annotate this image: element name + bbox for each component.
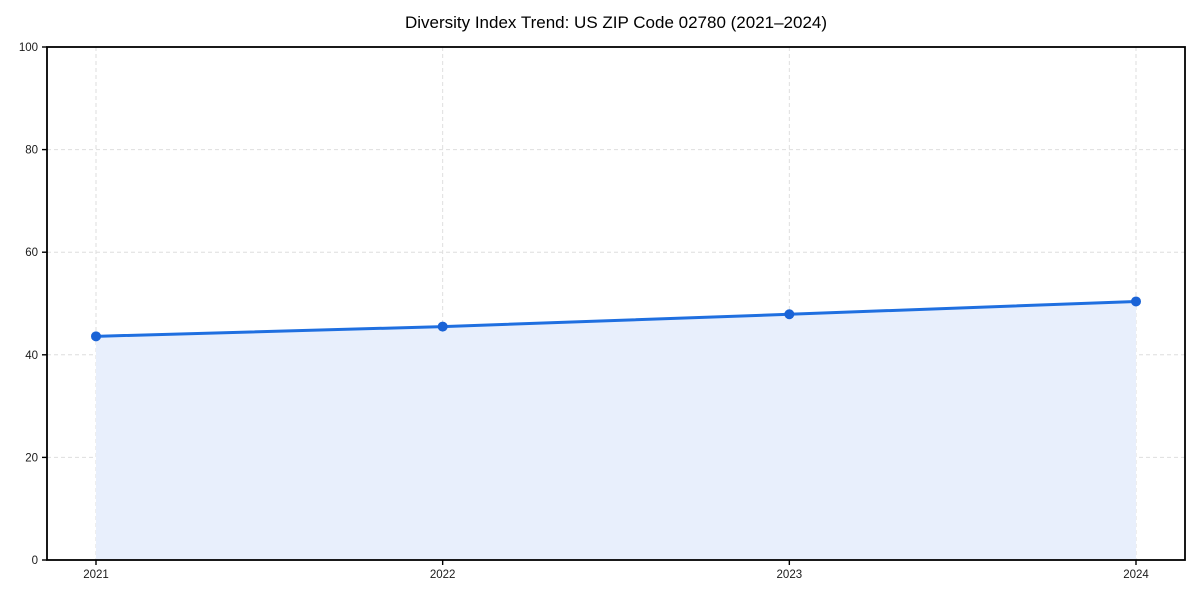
plot-border [46,46,1186,561]
trend-line [94,299,1138,338]
y-tick-label: 60 [25,247,38,259]
x-tick-label: 2024 [1123,569,1149,581]
y-tick-label: 100 [19,42,38,54]
y-tick-label: 0 [32,555,38,567]
y-tick-label: 40 [25,350,38,362]
y-tick-label: 20 [25,452,38,464]
x-tick-label: 2023 [777,569,803,581]
data-point [784,309,795,320]
x-tick-label: 2022 [430,569,456,581]
chart-title: Diversity Index Trend: US ZIP Code 02780… [404,13,828,32]
data-point [437,321,448,332]
area-fill [96,301,1136,560]
data-point [91,331,101,342]
data-point [1131,296,1141,307]
x-tick-label: 2021 [83,569,109,581]
y-tick-label: 80 [25,145,38,157]
